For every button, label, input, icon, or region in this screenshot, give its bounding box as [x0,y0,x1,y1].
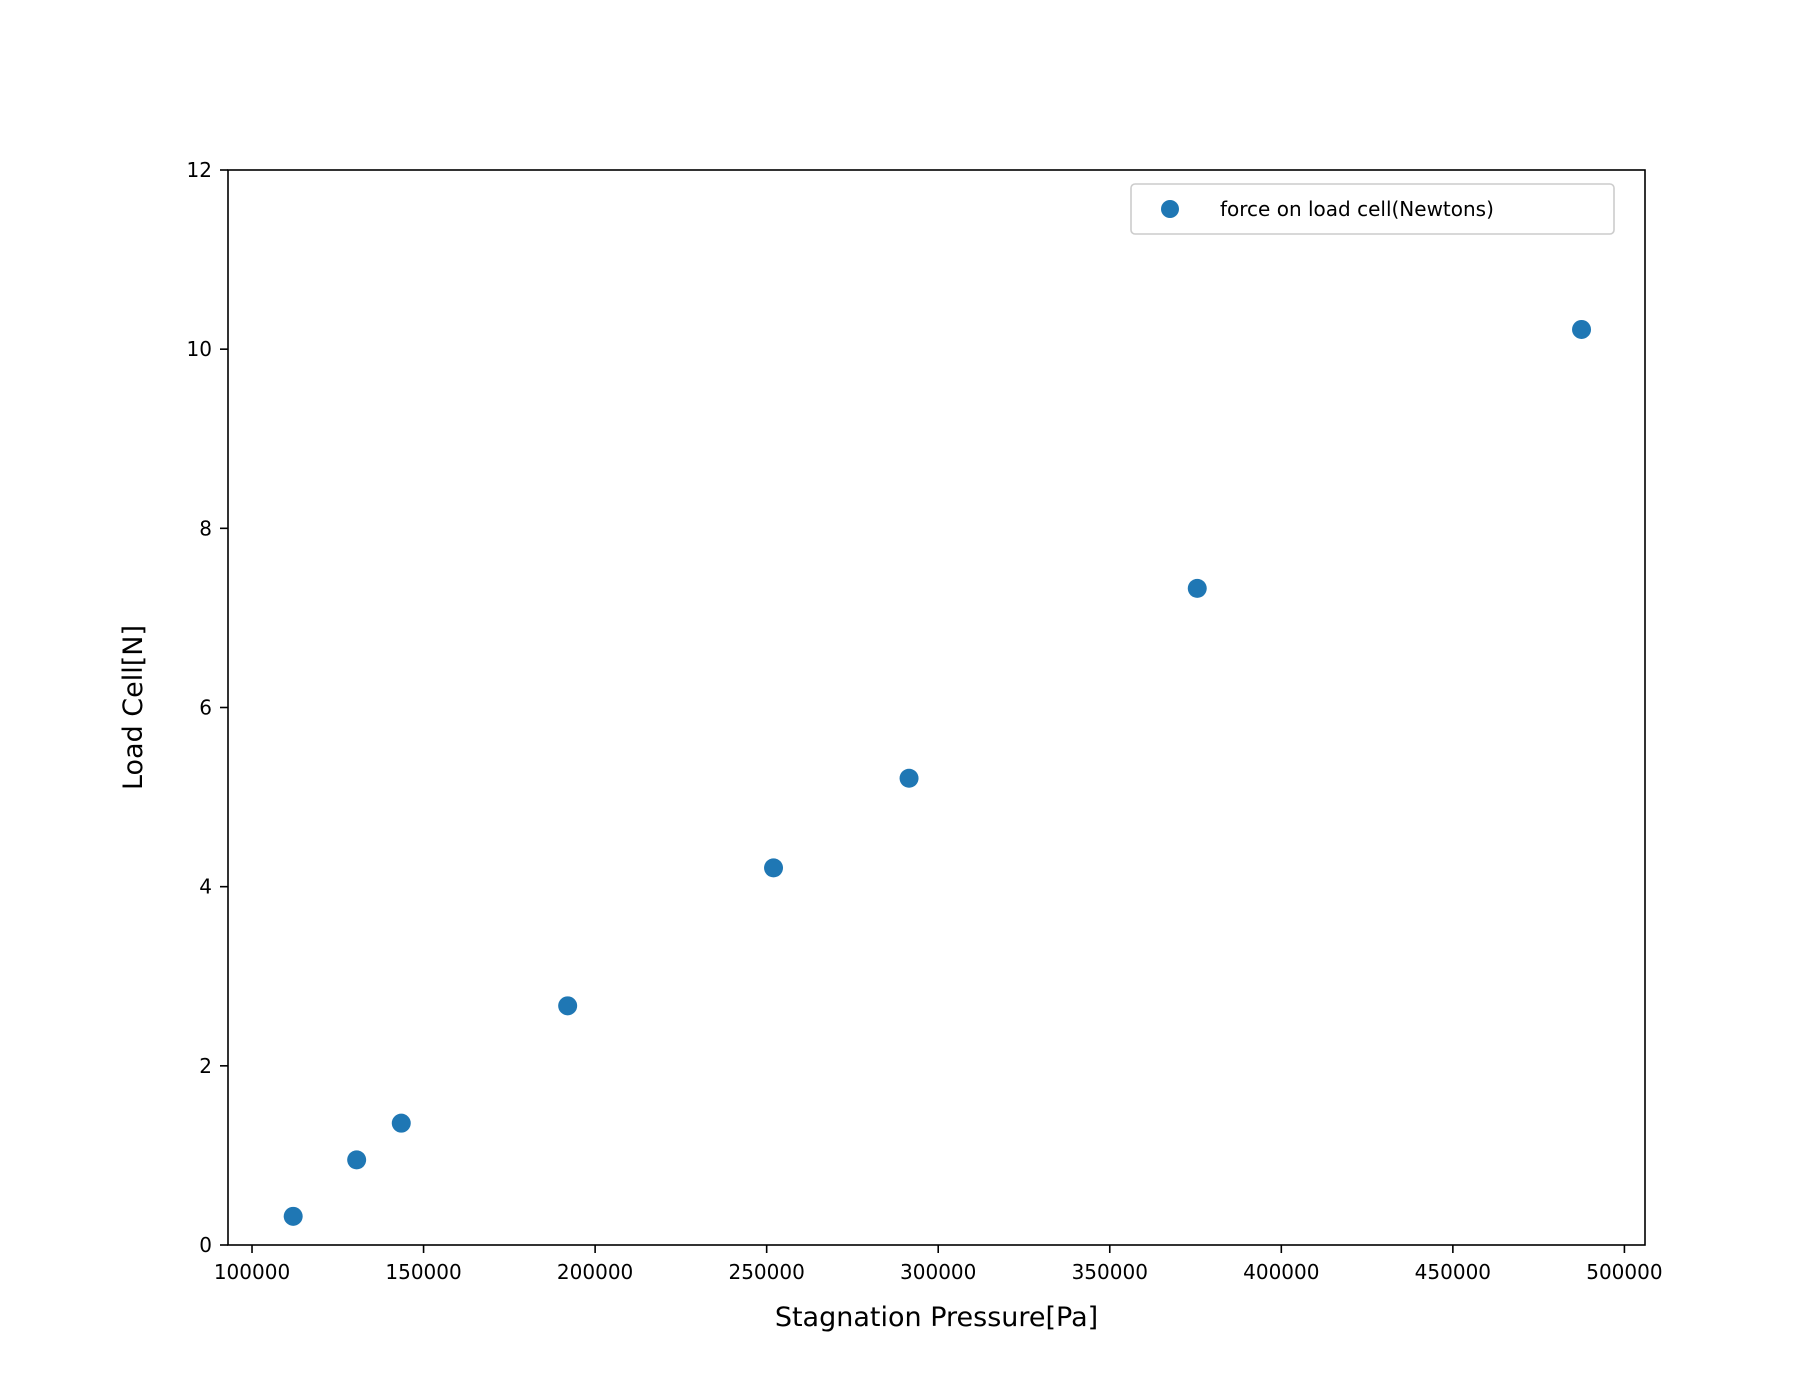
data-points [283,319,1592,1226]
x-tick-label: 300000 [900,1260,976,1284]
x-tick-label: 350000 [1072,1260,1148,1284]
y-tick-label: 2 [199,1054,212,1078]
x-tick-label: 100000 [214,1260,290,1284]
y-axis: 0 2 4 6 8 10 12 [187,158,228,1257]
data-point [391,1113,411,1133]
y-tick-label: 10 [187,337,212,361]
x-tick-label: 500000 [1586,1260,1662,1284]
x-axis: 100000 150000 200000 250000 300000 350000 4000… [214,1245,1663,1284]
x-axis-title: Stagnation Pressure[Pa] [775,1302,1098,1333]
legend: force on load cell(Newtons) [1130,183,1615,235]
x-tick-label: 400000 [1243,1260,1319,1284]
y-tick-label: 12 [187,158,212,182]
x-tick-label: 200000 [557,1260,633,1284]
data-point [764,858,784,878]
y-tick-label: 4 [199,875,212,899]
y-tick-label: 6 [199,696,212,720]
x-tick-label: 250000 [728,1260,804,1284]
y-tick-label: 8 [199,516,212,540]
data-point [1187,578,1207,598]
legend-label: force on load cell(Newtons) [1220,197,1494,221]
data-point [899,768,919,788]
axes-frame [227,169,1646,1246]
x-tick-label: 450000 [1415,1260,1491,1284]
y-axis-title: Load Cell[N] [118,625,149,790]
data-point [283,1206,303,1226]
x-tick-label: 150000 [385,1260,461,1284]
y-tick-label: 0 [199,1233,212,1257]
data-point [1572,319,1592,339]
legend-box [1130,183,1615,235]
data-point [558,996,578,1016]
data-point [347,1150,367,1170]
legend-marker [1161,200,1179,218]
